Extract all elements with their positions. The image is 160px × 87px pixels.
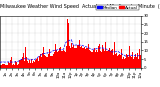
Legend: Median, Actual: Median, Actual bbox=[96, 5, 139, 10]
Text: Milwaukee Weather Wind Speed  Actual and Median  by Minute  (24 Hours) (Old): Milwaukee Weather Wind Speed Actual and … bbox=[0, 4, 160, 9]
